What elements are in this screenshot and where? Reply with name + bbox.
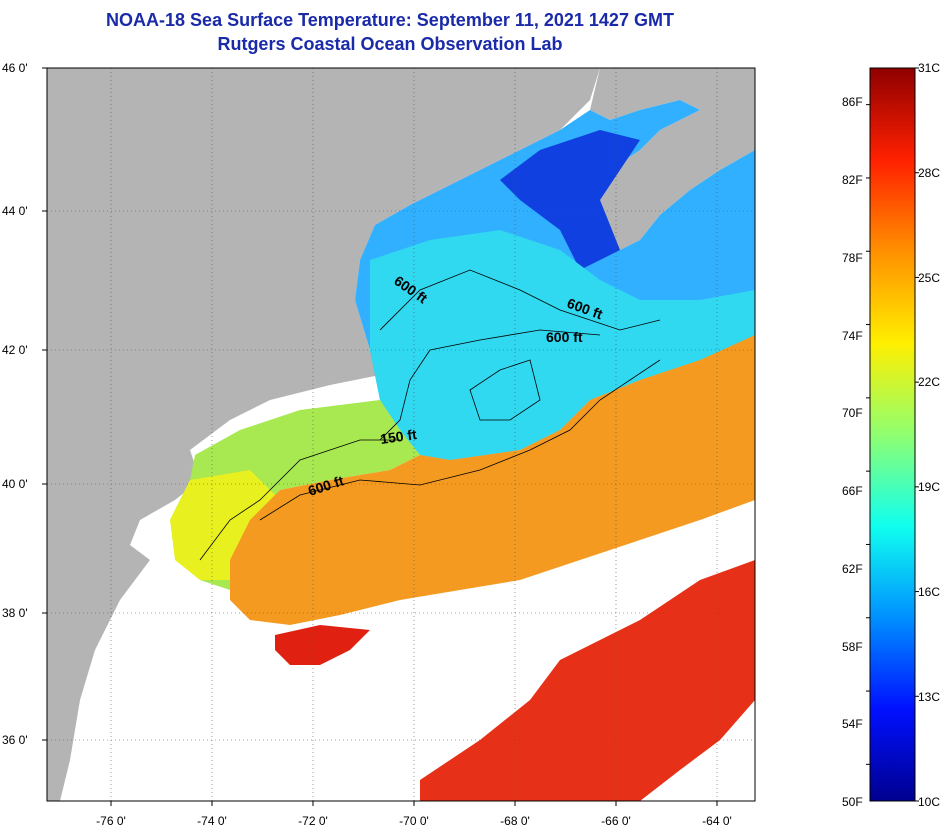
- ocean-cyan: [370, 230, 755, 460]
- x-tick-76: -76 0': [96, 814, 126, 828]
- y-tick-36: 36 0': [2, 733, 28, 747]
- colorbar: [869, 67, 916, 802]
- contour-label-c4: 150 ft: [379, 426, 418, 447]
- x-tick-64: -64 0': [702, 814, 732, 828]
- cb-c-10: 10C: [918, 795, 940, 809]
- ocean-deep-blue: [500, 130, 640, 270]
- cb-f-78: 78F: [842, 251, 863, 265]
- y-tick-44: 44 0': [2, 204, 28, 218]
- x-tick-72: -72 0': [298, 814, 328, 828]
- x-tick-66: -66 0': [601, 814, 631, 828]
- cb-f-82: 82F: [842, 173, 863, 187]
- cb-f-74: 74F: [842, 329, 863, 343]
- map-area: [47, 68, 755, 801]
- land-nova-scotia: [590, 68, 755, 250]
- cb-c-25: 25C: [918, 271, 940, 285]
- cb-c-16: 16C: [918, 585, 940, 599]
- y-tick-46: 46 0': [2, 61, 28, 75]
- cb-f-66: 66F: [842, 484, 863, 498]
- cb-f-58: 58F: [842, 640, 863, 654]
- cb-f-50: 50F: [842, 795, 863, 809]
- axis-ticks: [42, 67, 718, 806]
- cb-f-86: 86F: [842, 95, 863, 109]
- cb-c-13: 13C: [918, 690, 940, 704]
- x-tick-68: -68 0': [500, 814, 530, 828]
- bathymetry-contours: [199, 269, 661, 561]
- title-line-1: NOAA-18 Sea Surface Temperature: Septemb…: [106, 10, 674, 30]
- map-border: [46, 67, 756, 802]
- y-tick-42: 42 0': [2, 343, 28, 357]
- cb-f-54: 54F: [842, 717, 863, 731]
- y-tick-38: 38 0': [2, 606, 28, 620]
- ocean-red-south: [420, 560, 755, 801]
- cb-f-70: 70F: [842, 406, 863, 420]
- y-tick-40: 40 0': [2, 477, 28, 491]
- land-mainland: [47, 68, 600, 801]
- ocean-orange: [230, 335, 755, 625]
- ocean-yellow: [170, 470, 280, 580]
- cb-c-19: 19C: [918, 480, 940, 494]
- x-tick-74: -74 0': [197, 814, 227, 828]
- cb-c-31: 31C: [918, 61, 940, 75]
- cb-c-28: 28C: [918, 166, 940, 180]
- contour-label-c3: 600 ft: [546, 329, 583, 345]
- colorbar-ticks: [866, 67, 919, 802]
- ocean-red-patch: [275, 625, 370, 665]
- cb-c-22: 22C: [918, 375, 940, 389]
- cb-f-62: 62F: [842, 562, 863, 576]
- title-line-2: Rutgers Coastal Ocean Observation Lab: [217, 34, 563, 54]
- x-tick-70: -70 0': [399, 814, 429, 828]
